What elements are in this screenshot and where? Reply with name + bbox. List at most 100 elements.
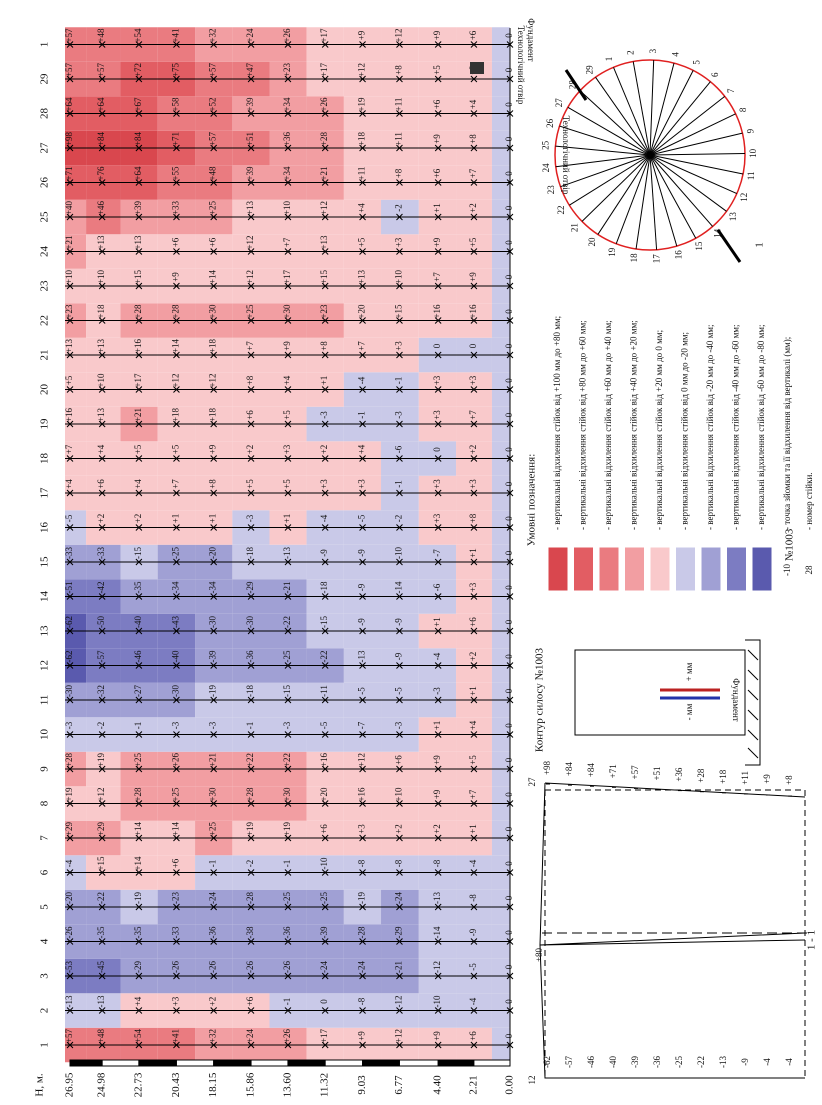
h-tick-label: 24.98 (96, 1072, 108, 1097)
spoke-number: 1 (604, 57, 614, 62)
deviation-value: -7 (432, 549, 442, 557)
deviation-value: +3 (432, 410, 442, 420)
hatching (748, 650, 758, 758)
deviation-value: +14 (208, 269, 218, 284)
deviation-value: +22 (282, 753, 292, 767)
deviation-value: +21 (64, 235, 74, 249)
plan-spoke (650, 154, 745, 155)
deviation-value: +84 (96, 131, 106, 146)
scale-bar (102, 1060, 139, 1066)
column-number: 6 (39, 869, 51, 875)
section-top-value: +11 (740, 771, 750, 785)
deviation-value: +26 (171, 752, 181, 767)
deviation-value: -24 (208, 892, 218, 904)
legend-text: - вертикальні відхилення стійок від +80 … (578, 320, 588, 530)
legend-text: - вертикальні відхилення стійок від -60 … (756, 325, 766, 531)
deviation-value: -43 (171, 616, 181, 628)
deviation-value: -8 (357, 859, 367, 867)
plan-spoke (569, 155, 650, 205)
deviation-value: -9 (357, 618, 367, 626)
deviation-value: -12 (394, 996, 404, 1008)
deviation-value: -35 (133, 926, 143, 938)
spoke-number: 23 (546, 185, 556, 195)
plan-spoke (650, 155, 677, 246)
column-number: 3 (39, 973, 51, 979)
deviation-value: +2 (468, 203, 478, 213)
scale-bar (288, 1060, 325, 1066)
deviation-value: +6 (432, 99, 442, 109)
deviation-value: +17 (319, 1028, 329, 1043)
scale-bar (139, 1060, 177, 1066)
deviation-value: +40 (64, 200, 74, 215)
deviation-value: +9 (468, 272, 478, 282)
deviation-value: 0 (504, 205, 514, 210)
deviation-value: +13 (319, 235, 329, 250)
hole-label: Технологічний отвір (516, 26, 526, 105)
section-top-value: +57 (630, 765, 640, 780)
deviation-value: +5 (468, 237, 478, 247)
deviation-value: -22 (319, 651, 329, 663)
deviation-value: -13 (357, 650, 367, 662)
column-number: 19 (39, 418, 51, 430)
deviation-value: 0 (504, 757, 514, 762)
deviation-value: -33 (96, 547, 106, 559)
deviation-value: +9 (171, 272, 181, 282)
deviation-value: -3 (171, 721, 181, 729)
deviation-value: -20 (208, 547, 218, 559)
deviation-value: +3 (357, 824, 367, 834)
spoke-number: 6 (710, 72, 720, 77)
plan-spoke (650, 82, 710, 155)
deviation-value: +15 (133, 269, 143, 284)
deviation-value: -28 (357, 926, 367, 938)
deviation-value: +3 (319, 479, 329, 489)
deviation-value: +6 (171, 858, 181, 868)
deviation-value: -9 (468, 928, 478, 936)
spoke-number: 27 (554, 98, 564, 108)
deviation-value: +13 (133, 235, 143, 250)
spoke-number: 15 (694, 241, 704, 251)
deviation-value: +3 (468, 479, 478, 489)
deviation-value: +3 (468, 375, 478, 385)
deviation-value: +14 (171, 338, 181, 353)
deviation-value: +7 (64, 444, 74, 454)
deviation-value: -2 (394, 204, 404, 212)
deviation-value: +10 (394, 269, 404, 284)
deviation-value: -6 (432, 583, 442, 591)
deviation-value: -19 (357, 892, 367, 904)
deviation-value: -15 (319, 616, 329, 628)
deviation-value: +21 (319, 166, 329, 180)
deviation-value: -30 (208, 616, 218, 628)
deviation-value: +2 (245, 445, 255, 455)
legend-text: - вертикальні відхилення стійок від +100… (552, 316, 562, 530)
silo-title: Контур силосу №1003 (534, 647, 546, 752)
column-number: 1 (39, 1042, 51, 1048)
deviation-value: +2 (319, 445, 329, 455)
plan-spoke (580, 91, 650, 155)
deviation-value: -18 (319, 581, 329, 593)
deviation-value: +39 (133, 200, 143, 215)
deviation-value: +4 (133, 479, 143, 489)
column-number: 20 (39, 384, 51, 396)
section-top-value: +98 (542, 760, 552, 775)
section-bottom-value: -39 (630, 1056, 640, 1068)
deviation-value: -35 (96, 926, 106, 938)
deviation-value: +15 (394, 304, 404, 319)
deviation-value: +57 (64, 62, 74, 77)
deviation-value: +3 (394, 341, 404, 351)
deviation-value: -26 (282, 961, 292, 973)
legend-swatch (728, 548, 746, 590)
deviation-value: +26 (282, 1028, 292, 1043)
deviation-value: +18 (208, 407, 218, 422)
deviation-value: -4 (432, 652, 442, 660)
deviation-value: +9 (432, 789, 442, 799)
deviation-value: +76 (96, 166, 106, 181)
deviation-value: +4 (133, 996, 143, 1006)
section-top-label: 27 (527, 777, 537, 787)
column-number: 2 (39, 1008, 51, 1014)
plan-spoke (650, 155, 737, 194)
deviation-value: +10 (282, 200, 292, 215)
deviation-value: -5 (357, 687, 367, 695)
deviation-value: +19 (282, 821, 292, 836)
deviation-value: 0 (504, 274, 514, 279)
spoke-number: 19 (607, 247, 617, 257)
